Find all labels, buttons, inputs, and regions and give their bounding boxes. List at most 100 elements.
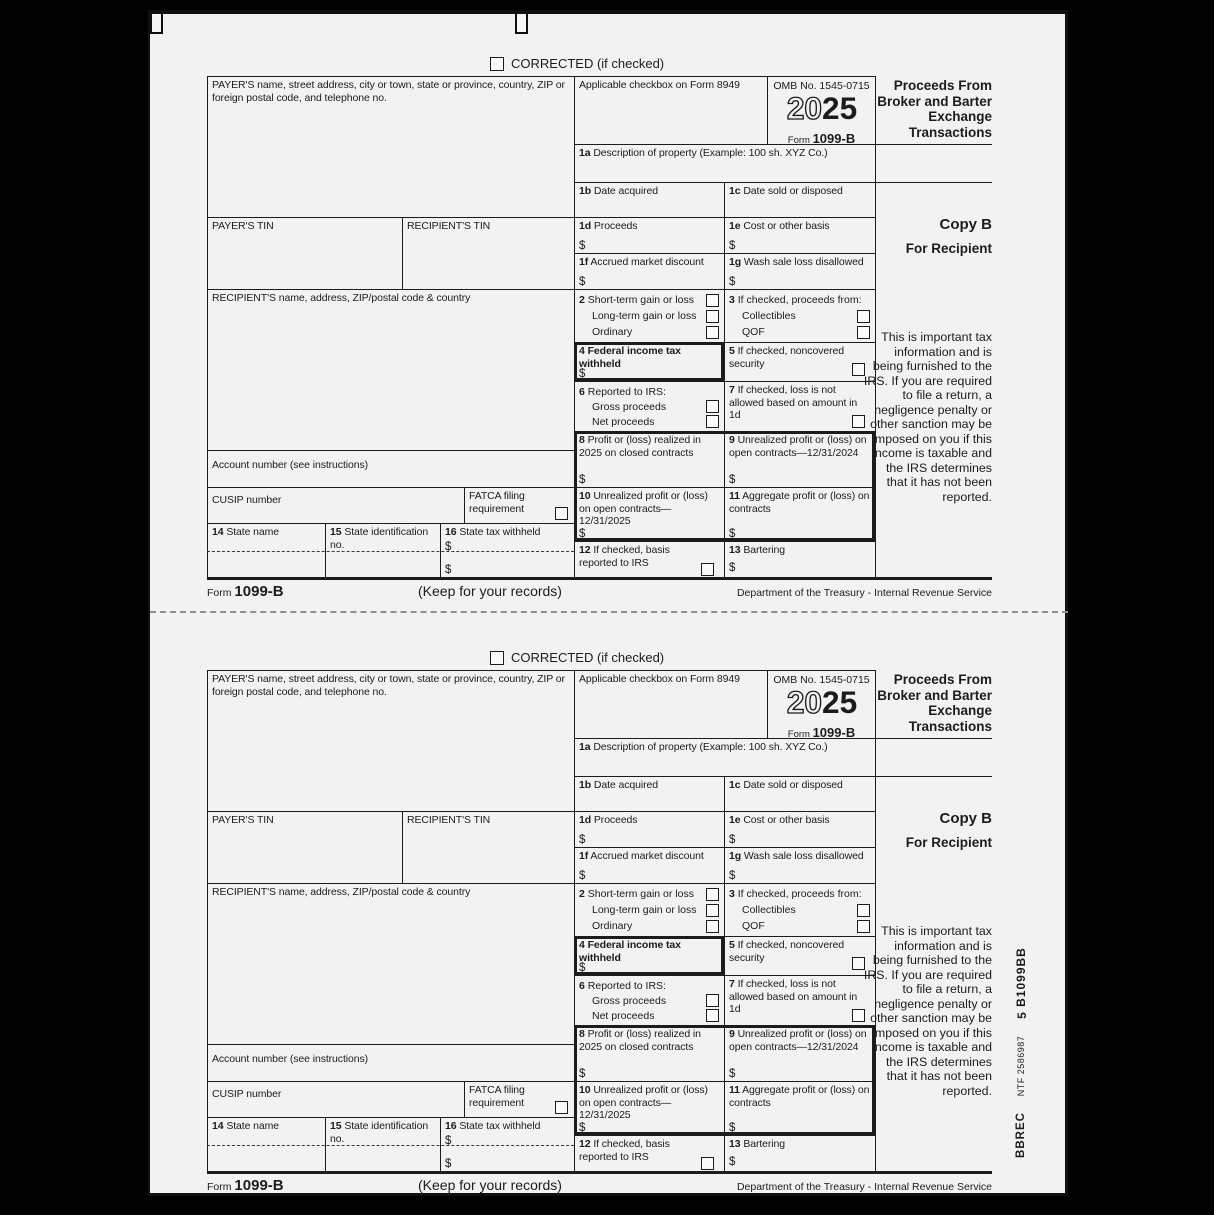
box6-gross-proceeds-checkbox[interactable] <box>706 994 719 1007</box>
box3-qof-checkbox[interactable] <box>857 325 870 339</box>
box1e-cost-basis[interactable]: 1e Cost or other basis $ <box>724 811 875 847</box>
box4-federal-tax-withheld[interactable]: 4 Federal income tax withheld $ <box>574 936 724 975</box>
applicable-checkbox-box[interactable]: Applicable checkbox on Form 8949 <box>574 670 767 738</box>
box2-long-term-checkbox[interactable] <box>706 309 719 323</box>
box10-unrealized-2025[interactable]: 10 Unrealized profit or (loss) on open c… <box>574 487 724 541</box>
box3-qof-checkbox[interactable] <box>857 919 870 933</box>
box1d-proceeds[interactable]: 1d Proceeds $ <box>574 811 724 847</box>
box13-bartering[interactable]: 13 Bartering $ <box>724 541 875 579</box>
box14-label: State name <box>226 526 280 538</box>
corrected-label: CORRECTED (if checked) <box>511 56 665 71</box>
box1c-date-sold[interactable]: 1c Date sold or disposed <box>724 776 875 811</box>
box16-dollar-2: $ <box>445 564 452 576</box>
box11-aggregate-profit[interactable]: 11 Aggregate profit or (loss) on contrac… <box>724 487 875 541</box>
corrected-row: CORRECTED (if checked) <box>490 56 664 71</box>
box1a-description[interactable]: 1a Description of property (Example: 100… <box>574 144 875 182</box>
payer-tin-box[interactable]: PAYER'S TIN <box>207 811 402 883</box>
box3-proceeds-from: 3 If checked, proceeds from: Collectible… <box>724 289 875 342</box>
box1b-date-acquired[interactable]: 1b Date acquired <box>574 776 724 811</box>
box3-collectibles-checkbox[interactable] <box>857 903 870 917</box>
corrected-checkbox[interactable] <box>490 650 504 665</box>
form-1099b-copy: CORRECTED (if checked) PAYER'S name, str… <box>150 56 1070 621</box>
footer-form-number: Form 1099-B <box>207 583 284 600</box>
box11-dollar: $ <box>729 528 736 540</box>
fatca-checkbox[interactable] <box>555 507 568 520</box>
corrected-row: CORRECTED (if checked) <box>490 650 664 665</box>
box12-basis-reported: 12 If checked, basis reported to IRS <box>574 541 724 579</box>
recipient-name-address-label: RECIPIENT'S name, address, ZIP/postal co… <box>212 292 471 304</box>
box9-unrealized-2024[interactable]: 9 Unrealized profit or (loss) on open co… <box>724 431 875 487</box>
box7-loss-not-allowed: 7 If checked, loss is not allowed based … <box>724 975 875 1025</box>
box1c-date-sold[interactable]: 1c Date sold or disposed <box>724 182 875 217</box>
footer-form-number: Form 1099-B <box>207 1177 284 1194</box>
account-number-box[interactable]: Account number (see instructions) <box>207 1044 574 1081</box>
box6-gross-proceeds-checkbox[interactable] <box>706 400 719 413</box>
omb-year-box: OMB No. 1545-0715 2025 Form 1099-B <box>767 670 875 740</box>
box5-checkbox[interactable] <box>852 363 865 376</box>
box10-unrealized-2025[interactable]: 10 Unrealized profit or (loss) on open c… <box>574 1081 724 1135</box>
box8-profit-closed-contracts[interactable]: 8 Profit or (loss) realized in 2025 on c… <box>574 1025 724 1081</box>
box5-noncovered-security: 5 If checked, noncovered security <box>724 342 875 381</box>
box2-ordinary-checkbox[interactable] <box>706 919 719 933</box>
recipient-name-address-box[interactable]: RECIPIENT'S name, address, ZIP/postal co… <box>207 883 574 1044</box>
cusip-number-box[interactable]: CUSIP number <box>207 487 464 523</box>
box14-label: State name <box>226 1120 280 1132</box>
box12-checkbox[interactable] <box>701 563 714 576</box>
payer-tin-label: PAYER'S TIN <box>212 814 274 826</box>
form-sheet: B1099BB 5 NTF 2586987 BBREC CORRECTED (i… <box>148 10 1068 1196</box>
box1g-wash-sale[interactable]: 1g Wash sale loss disallowed $ <box>724 847 875 883</box>
box1a-description[interactable]: 1a Description of property (Example: 100… <box>574 738 875 776</box>
applicable-checkbox-box[interactable]: Applicable checkbox on Form 8949 <box>574 76 767 144</box>
payer-name-address-label: PAYER'S name, street address, city or to… <box>212 673 565 698</box>
account-number-label: Account number (see instructions) <box>212 459 369 471</box>
box15-number: 15 <box>330 526 342 538</box>
box1g-dollar: $ <box>729 276 736 288</box>
box12-checkbox[interactable] <box>701 1157 714 1170</box>
form-word: Form <box>787 135 810 146</box>
recipient-tin-box[interactable]: RECIPIENT'S TIN <box>402 217 574 289</box>
box1g-wash-sale[interactable]: 1g Wash sale loss disallowed $ <box>724 253 875 289</box>
box2-long-term-checkbox[interactable] <box>706 903 719 917</box>
cusip-number-box[interactable]: CUSIP number <box>207 1081 464 1117</box>
box2-short-term-checkbox[interactable] <box>706 887 719 901</box>
account-number-box[interactable]: Account number (see instructions) <box>207 450 574 487</box>
cusip-number-label: CUSIP number <box>212 1088 282 1100</box>
box6-net-proceeds-checkbox[interactable] <box>706 1009 719 1022</box>
box15-label: State identification no. <box>330 526 429 551</box>
box1b-date-acquired[interactable]: 1b Date acquired <box>574 182 724 217</box>
recipient-name-address-box[interactable]: RECIPIENT'S name, address, ZIP/postal co… <box>207 289 574 450</box>
box1f-accrued-discount[interactable]: 1f Accrued market discount $ <box>574 847 724 883</box>
box1e-cost-basis[interactable]: 1e Cost or other basis $ <box>724 217 875 253</box>
box14-number: 14 <box>212 526 224 538</box>
payer-name-address-box[interactable]: PAYER'S name, street address, city or to… <box>207 76 574 217</box>
box7-checkbox[interactable] <box>852 1009 865 1022</box>
box9-unrealized-2024[interactable]: 9 Unrealized profit or (loss) on open co… <box>724 1025 875 1081</box>
box7-checkbox[interactable] <box>852 415 865 428</box>
box13-bartering[interactable]: 13 Bartering $ <box>724 1135 875 1173</box>
payer-tin-box[interactable]: PAYER'S TIN <box>207 217 402 289</box>
box2-short-term-checkbox[interactable] <box>706 293 719 307</box>
box2-ordinary-checkbox[interactable] <box>706 325 719 339</box>
applicable-checkbox-label: Applicable checkbox on Form 8949 <box>579 673 740 685</box>
recipient-tin-box[interactable]: RECIPIENT'S TIN <box>402 811 574 883</box>
box8-profit-closed-contracts[interactable]: 8 Profit or (loss) realized in 2025 on c… <box>574 431 724 487</box>
box3-collectibles-checkbox[interactable] <box>857 309 870 323</box>
applicable-checkbox-label: Applicable checkbox on Form 8949 <box>579 79 740 91</box>
box1d-proceeds[interactable]: 1d Proceeds $ <box>574 217 724 253</box>
box11-aggregate-profit[interactable]: 11 Aggregate profit or (loss) on contrac… <box>724 1081 875 1135</box>
keep-for-records-label: (Keep for your records) <box>418 583 562 599</box>
box6-net-proceeds-checkbox[interactable] <box>706 415 719 428</box>
box1f-accrued-discount[interactable]: 1f Accrued market discount $ <box>574 253 724 289</box>
fatca-label: FATCA filing requirement <box>469 490 525 515</box>
corrected-checkbox[interactable] <box>490 56 504 71</box>
account-number-label: Account number (see instructions) <box>212 1053 369 1065</box>
fatca-checkbox[interactable] <box>555 1101 568 1114</box>
payer-name-address-box[interactable]: PAYER'S name, street address, city or to… <box>207 670 574 811</box>
box15-state-id[interactable]: 15 State identification no. <box>325 1117 440 1173</box>
svg-text:2025: 2025 <box>786 92 856 125</box>
box5-checkbox[interactable] <box>852 957 865 970</box>
box13-dollar: $ <box>729 562 736 574</box>
box15-state-id[interactable]: 15 State identification no. <box>325 523 440 579</box>
box15-label: State identification no. <box>330 1120 429 1145</box>
box4-federal-tax-withheld[interactable]: 4 Federal income tax withheld $ <box>574 342 724 381</box>
